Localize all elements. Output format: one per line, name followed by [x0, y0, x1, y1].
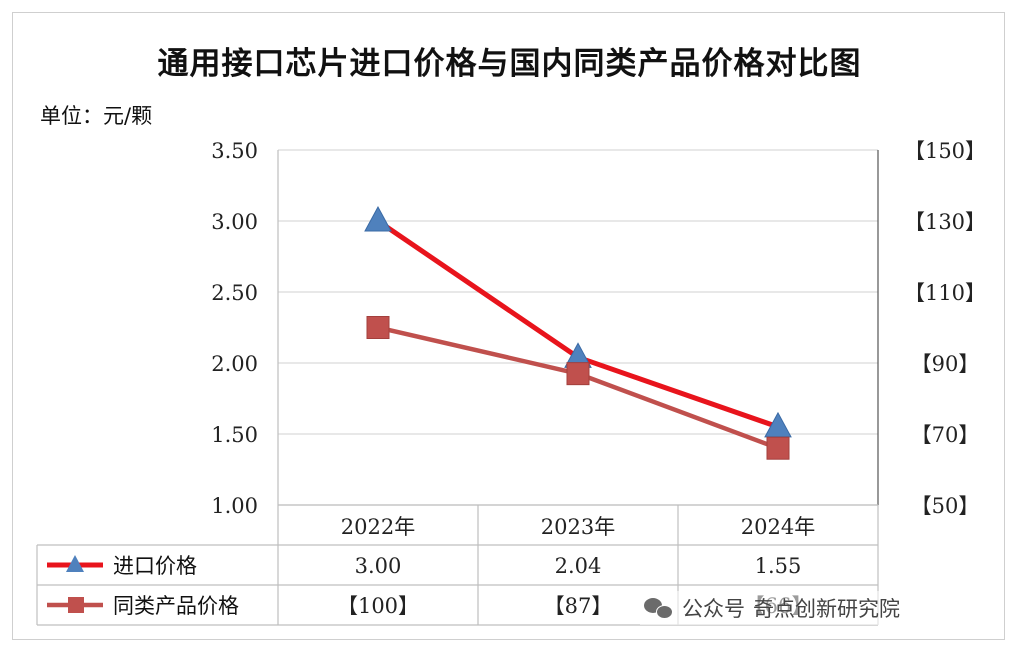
chart-frame [12, 12, 1005, 640]
y-right-tick-label: 【90】 [911, 352, 980, 376]
y-right-tick-label: 【110】 [904, 281, 986, 305]
y-right-tick-label: 【70】 [911, 423, 980, 447]
y-right-tick-label: 【130】 [904, 210, 986, 234]
wechat-icon [644, 597, 674, 619]
watermark-name: 奇点创新研究院 [753, 597, 900, 621]
data-point-square [766, 436, 790, 460]
data-point-triangle [364, 205, 392, 232]
legend-swatch-square [68, 597, 84, 613]
watermark: 公众号 奇点创新研究院 [640, 591, 904, 625]
chart-title: 通用接口芯片进口价格与国内同类产品价格对比图 [157, 46, 862, 82]
table-value-cell: 1.55 [755, 554, 802, 578]
legend-swatch-triangle [66, 555, 84, 572]
table-value-cell: 3.00 [355, 554, 402, 578]
watermark-source: 公众号 [682, 597, 745, 621]
unit-label: 单位：元/颗 [40, 104, 153, 128]
table-value-cell: 【87】 [544, 594, 613, 618]
y-left-tick-label: 3.50 [211, 139, 258, 163]
y-right-tick-label: 【150】 [904, 139, 986, 163]
data-point-square [366, 316, 390, 339]
x-category-label: 2023年 [541, 515, 615, 539]
y-left-tick-label: 3.00 [211, 210, 258, 234]
y-left-tick-label: 1.00 [211, 494, 258, 518]
series-line-1 [375, 218, 781, 430]
y-left-tick-label: 2.00 [211, 352, 258, 376]
data-point-square [566, 362, 590, 386]
x-category-label: 2022年 [341, 515, 415, 539]
y-left-tick-label: 2.50 [211, 281, 258, 305]
y-left-tick-label: 1.50 [211, 423, 258, 447]
legend-label: 同类产品价格 [113, 594, 239, 618]
table-value-cell: 【100】 [337, 594, 419, 618]
y-right-tick-label: 【50】 [911, 494, 980, 518]
x-category-label: 2024年 [741, 515, 815, 539]
legend-label: 进口价格 [113, 554, 197, 578]
table-value-cell: 2.04 [555, 554, 602, 578]
